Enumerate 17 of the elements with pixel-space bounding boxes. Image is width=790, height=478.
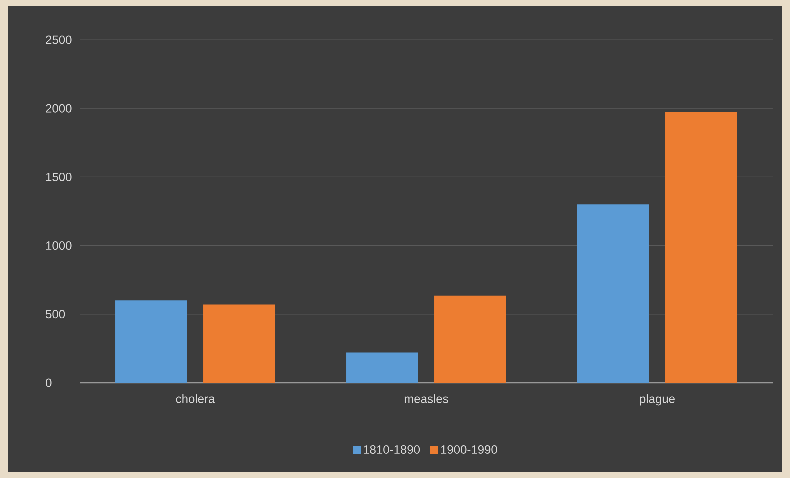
x-tick-label: plague <box>640 394 675 406</box>
y-tick-label: 1000 <box>46 242 72 250</box>
y-tick-label: 2000 <box>46 104 72 113</box>
legend-label: 1810-1890 <box>364 446 420 454</box>
y-tick-label: 1500 <box>46 172 72 182</box>
y-tick-label: 2500 <box>46 36 72 44</box>
x-tick-label: cholera <box>176 394 216 404</box>
bar <box>666 112 738 383</box>
bar <box>116 300 188 383</box>
bar <box>204 304 276 383</box>
x-tick-label: measles <box>404 394 448 404</box>
y-tick-label: 500 <box>46 310 66 319</box>
bar <box>434 296 506 383</box>
legend-label: 1900-1990 <box>441 446 498 454</box>
bar <box>578 204 650 383</box>
y-tick-label: 0 <box>46 378 52 388</box>
bar <box>346 352 419 383</box>
